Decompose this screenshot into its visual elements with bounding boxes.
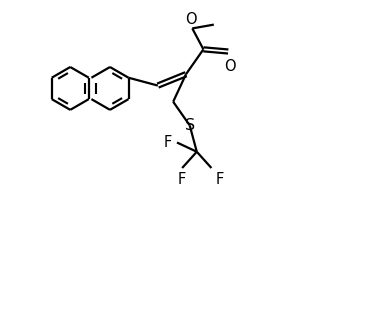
Text: O: O	[185, 12, 197, 27]
Text: F: F	[164, 135, 172, 150]
Text: F: F	[178, 172, 186, 187]
Text: S: S	[184, 118, 195, 133]
Text: F: F	[215, 172, 223, 187]
Text: O: O	[225, 59, 236, 74]
